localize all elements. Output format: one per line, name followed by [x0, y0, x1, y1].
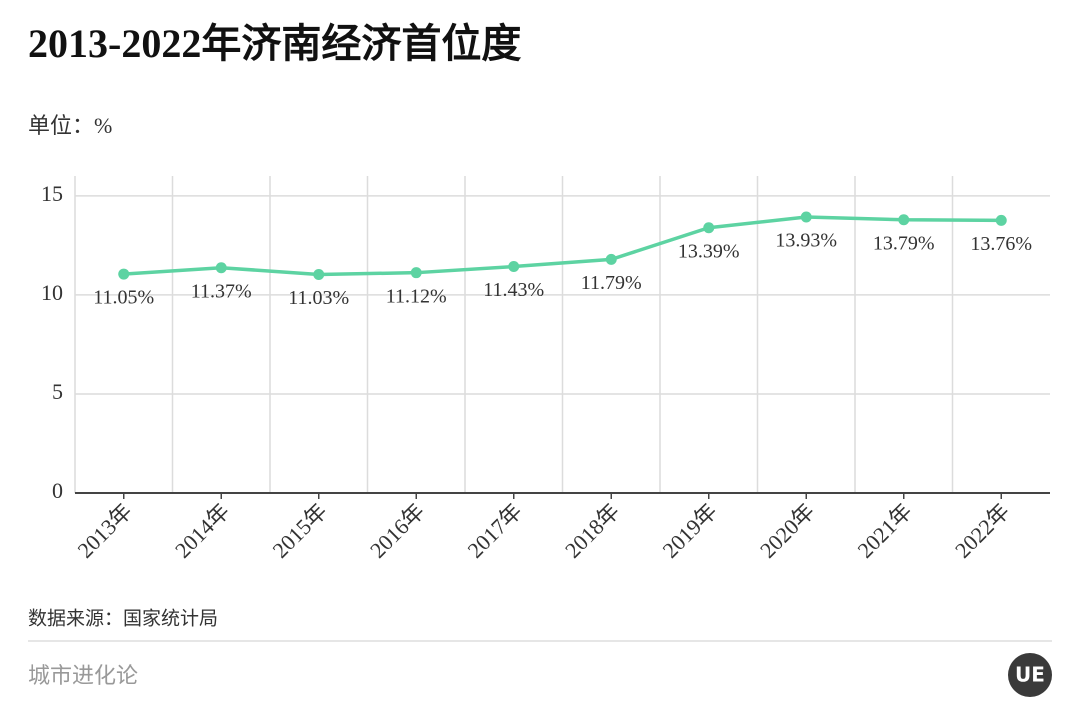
- point: [995, 214, 1007, 226]
- data-label: 11.03%: [288, 287, 349, 309]
- data-label: 13.93%: [775, 230, 837, 252]
- point: [313, 268, 325, 280]
- chart-title: 2013-2022年济南经济首位度: [28, 21, 521, 66]
- data-label: 11.43%: [483, 279, 544, 301]
- point: [800, 211, 812, 223]
- point: [118, 268, 130, 280]
- unit-label: 单位：%: [28, 113, 112, 138]
- point: [605, 253, 617, 265]
- data-label: 11.37%: [191, 280, 252, 302]
- point: [703, 222, 715, 234]
- point: [508, 261, 520, 273]
- logo: UE: [1015, 663, 1045, 687]
- logo-circle: [1008, 653, 1052, 697]
- data-label: 13.76%: [970, 233, 1032, 255]
- y-tick-label: 5: [52, 379, 63, 404]
- data-label: 11.79%: [581, 272, 642, 294]
- y-tick-label: 0: [52, 478, 63, 503]
- data-label: 11.12%: [386, 285, 447, 307]
- point: [898, 214, 910, 226]
- data-label: 13.79%: [873, 232, 935, 254]
- brand: 城市进化论: [28, 664, 138, 689]
- y-tick-label: 15: [41, 181, 63, 206]
- data-label: 13.39%: [678, 240, 740, 262]
- point: [215, 262, 227, 274]
- line: [123, 215, 1002, 277]
- point: [410, 267, 422, 279]
- y-tick-label: 10: [41, 280, 63, 305]
- data-label: 11.05%: [93, 287, 154, 309]
- source: 数据来源：国家统计局: [28, 608, 218, 630]
